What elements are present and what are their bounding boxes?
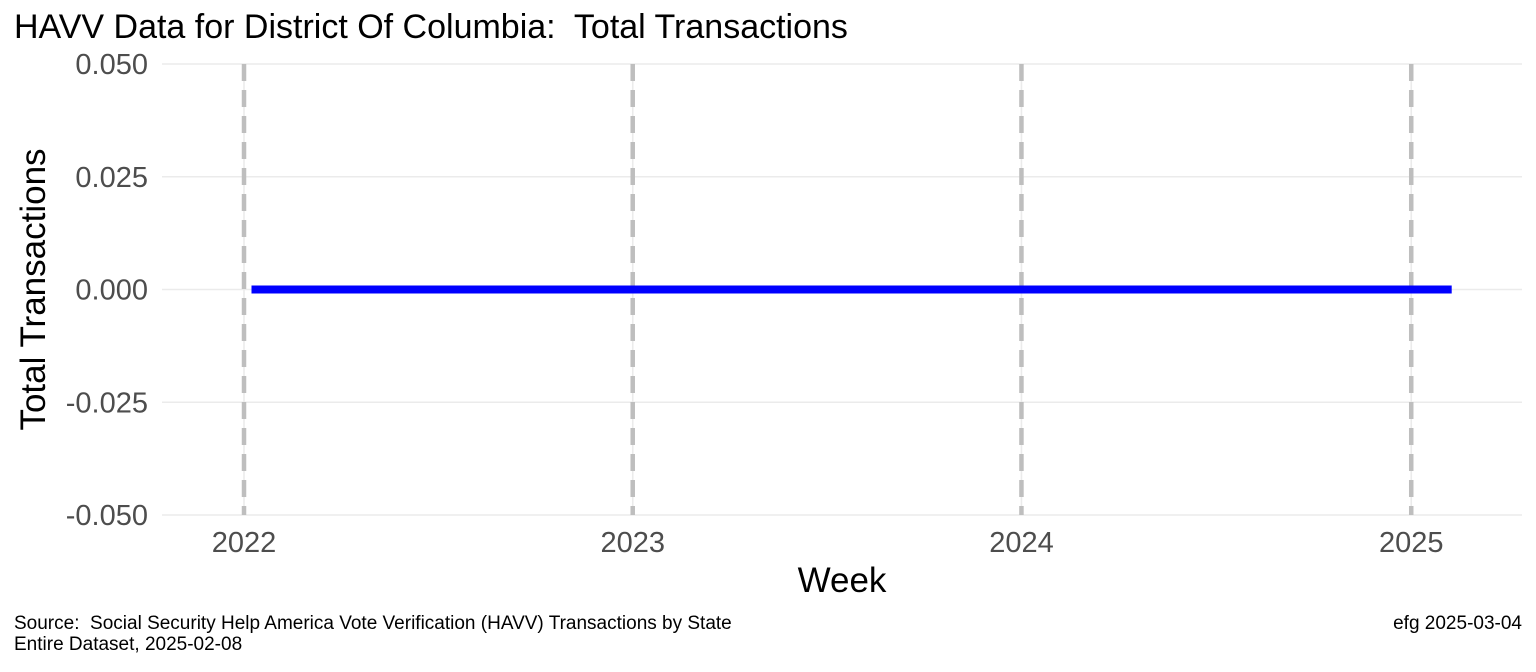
credit-caption: efg 2025-03-04 — [1393, 613, 1522, 634]
x-tick-label: 2023 — [600, 527, 665, 559]
x-tick-label: 2025 — [1379, 527, 1444, 559]
y-tick-label: -0.050 — [66, 500, 148, 532]
source-line: Source: Social Security Help America Vot… — [14, 613, 732, 634]
y-tick-label: 0.000 — [75, 275, 148, 307]
x-axis-title: Week — [798, 561, 887, 600]
chart-title: HAVV Data for District Of Columbia: Tota… — [14, 8, 848, 46]
y-tick-label: 0.025 — [75, 162, 148, 194]
year-marker-layer — [241, 64, 1414, 515]
x-tick-label: 2024 — [989, 527, 1054, 559]
x-tick-label-layer: 2022 2023 2024 2025 — [212, 527, 1444, 559]
y-tick-label: 0.050 — [75, 49, 148, 81]
source-caption: Source: Social Security Help America Vot… — [14, 613, 732, 655]
y-tick-label: -0.025 — [66, 387, 148, 419]
dataset-line: Entire Dataset, 2025-02-08 — [14, 633, 243, 655]
y-tick-label-layer: 0.050 0.025 0.000 -0.025 -0.050 — [66, 49, 148, 532]
y-axis-title: Total Transactions — [14, 148, 53, 430]
x-tick-label: 2022 — [212, 527, 277, 559]
